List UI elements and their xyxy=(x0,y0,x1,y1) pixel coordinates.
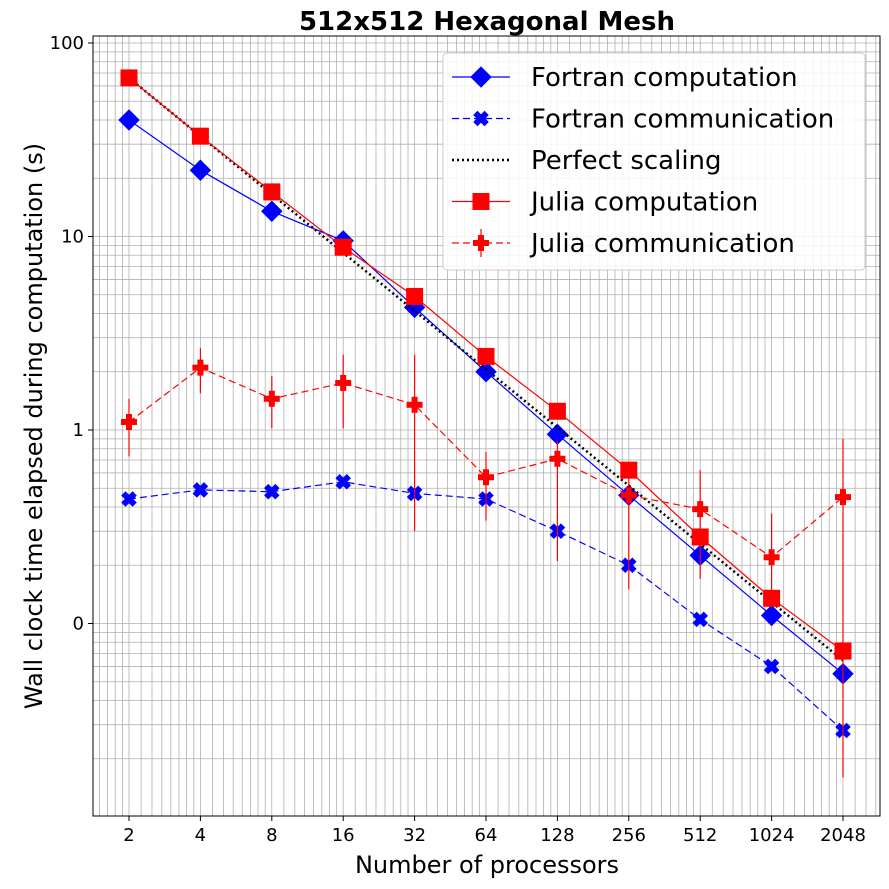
data-point xyxy=(189,159,212,181)
series-julia-communication xyxy=(121,348,851,778)
data-point xyxy=(478,469,494,486)
data-point-bar xyxy=(335,474,351,490)
legend-label: Fortran computation xyxy=(531,63,798,93)
y-tick-label: 0 xyxy=(73,614,84,635)
y-axis-label: Wall clock time elapsed during computati… xyxy=(20,143,48,709)
data-point xyxy=(477,347,495,365)
legend-label: Julia computation xyxy=(529,188,758,218)
legend: Fortran computation Fortran communication… xyxy=(442,52,866,271)
data-point xyxy=(692,501,709,518)
data-point-bar xyxy=(763,658,780,675)
data-point xyxy=(835,489,851,506)
x-tick-label: 2048 xyxy=(820,825,866,846)
data-point-bar xyxy=(264,483,280,500)
data-point-bar xyxy=(768,549,775,566)
data-point-bar xyxy=(192,482,209,498)
data-point xyxy=(763,549,780,566)
data-point xyxy=(191,127,209,145)
data-point-bar xyxy=(840,489,846,506)
data-point xyxy=(335,374,352,391)
data-point-bar xyxy=(340,374,347,391)
data-point xyxy=(335,474,351,490)
x-tick-label: 32 xyxy=(403,825,426,846)
data-point-bar xyxy=(197,359,204,376)
data-point xyxy=(263,183,281,201)
data-point-bar xyxy=(692,611,708,628)
legend-swatch-marker xyxy=(473,235,489,251)
legend-label: Julia communication xyxy=(529,229,795,259)
legend-item: Julia communication xyxy=(452,229,795,259)
data-point xyxy=(406,287,424,305)
chart-title: 512x512 Hexagonal Mesh xyxy=(299,7,675,37)
legend-item: Perfect scaling xyxy=(452,146,722,176)
legend-label: Fortran communication xyxy=(531,105,834,135)
legend-swatch-marker xyxy=(473,110,489,127)
y-tick-label: 100 xyxy=(50,33,84,54)
legend-item: Fortran communication xyxy=(452,105,834,135)
plot-frame xyxy=(92,35,881,817)
data-point xyxy=(121,491,137,507)
data-point-bar xyxy=(268,390,275,407)
data-point-bar xyxy=(483,469,489,486)
data-point xyxy=(261,200,283,222)
legend-swatch-marker-bar xyxy=(478,235,484,251)
data-point xyxy=(263,390,280,407)
data-point xyxy=(763,658,780,675)
data-point xyxy=(192,482,209,498)
series-perfect-scaling xyxy=(128,76,844,662)
x-tick-label: 512 xyxy=(683,825,717,846)
x-tick-label: 1024 xyxy=(749,825,795,846)
x-tick-label: 128 xyxy=(540,825,574,846)
data-point xyxy=(760,604,783,627)
data-point xyxy=(548,402,566,420)
data-point-bar xyxy=(126,413,132,430)
y-tick-label: 10 xyxy=(61,227,84,248)
x-tick-label: 16 xyxy=(332,825,355,846)
x-tick-label: 4 xyxy=(195,825,206,846)
data-point-bar xyxy=(121,491,137,507)
data-point-bar xyxy=(411,396,418,413)
legend-swatch-marker xyxy=(470,66,492,88)
data-point xyxy=(620,487,637,504)
legend-label: Perfect scaling xyxy=(531,146,722,176)
x-tick-label: 256 xyxy=(612,825,646,846)
data-point-bar xyxy=(554,450,561,467)
y-tick-label: 1 xyxy=(73,420,84,441)
x-tick-label: 2 xyxy=(123,825,134,846)
x-tick-label: 64 xyxy=(475,825,498,846)
data-point xyxy=(692,611,708,628)
legend-swatch-marker-bar xyxy=(473,110,489,127)
series-line xyxy=(128,367,844,558)
data-point-bar xyxy=(625,487,632,504)
data-point xyxy=(120,69,138,87)
data-point xyxy=(264,483,280,500)
data-point xyxy=(334,238,352,256)
x-tick-label: 8 xyxy=(266,825,277,846)
series-julia-computation xyxy=(120,69,852,660)
series-group xyxy=(118,69,854,778)
series-line xyxy=(128,76,844,662)
x-axis-label: Number of processors xyxy=(355,851,619,879)
data-point xyxy=(192,359,209,376)
legend-item: Fortran computation xyxy=(452,63,798,93)
data-point xyxy=(549,450,566,467)
data-point xyxy=(121,413,137,430)
data-point xyxy=(118,109,140,131)
data-point xyxy=(406,396,423,413)
legend-box xyxy=(442,52,866,271)
data-point-bar xyxy=(697,501,704,518)
legend-swatch-marker xyxy=(472,193,490,210)
legend-items: Fortran computation Fortran communication… xyxy=(452,63,834,259)
legend-item: Julia computation xyxy=(452,188,758,218)
